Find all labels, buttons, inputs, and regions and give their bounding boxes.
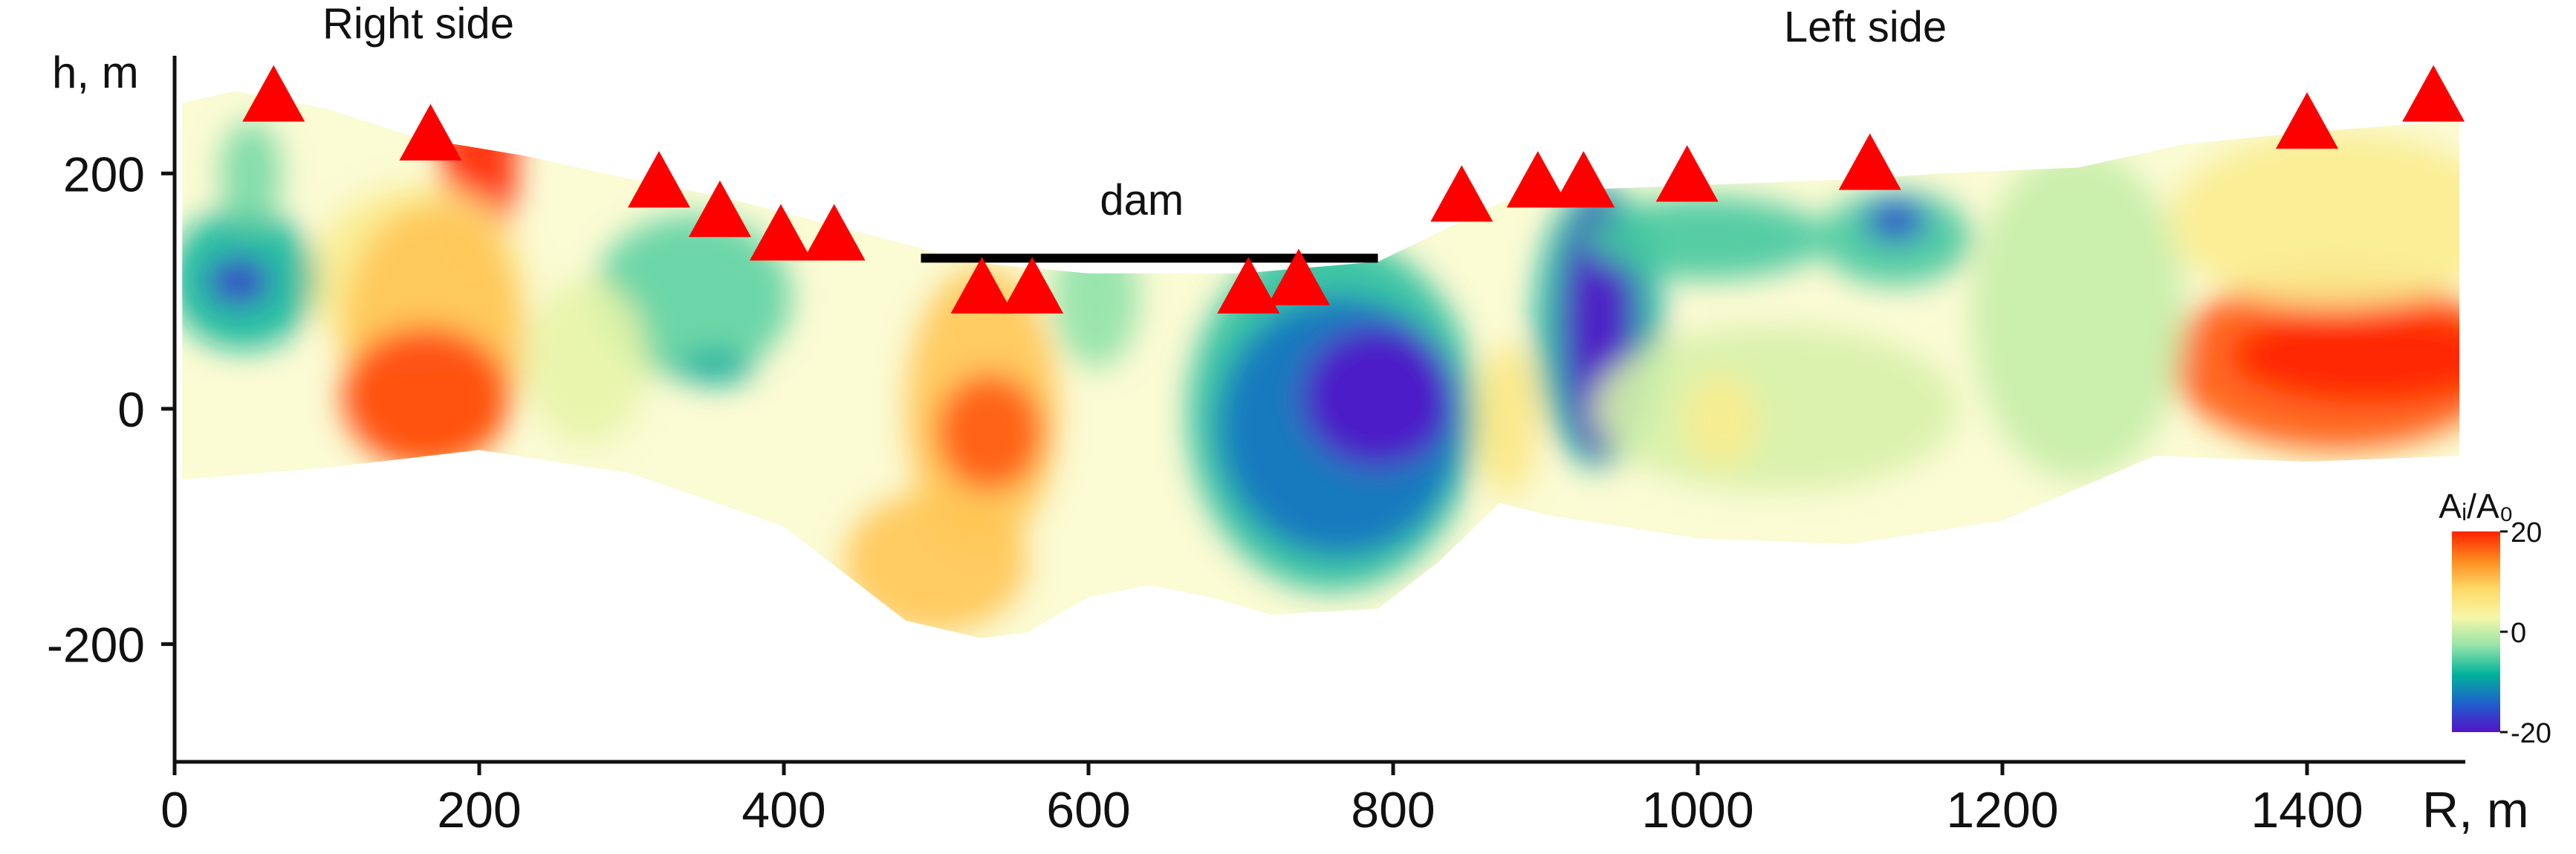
colorbar-tick-label: 20 <box>2511 517 2542 549</box>
anomaly-blob <box>1865 199 1927 242</box>
anomaly-blob <box>1682 373 1759 468</box>
station-marker <box>1430 165 1493 222</box>
station-marker <box>1552 151 1615 208</box>
colorbar-scale <box>2452 531 2500 732</box>
x-ticks: 0 200 400 600 800 1000 1200 1400 <box>160 762 2364 838</box>
x-tick-label: 1200 <box>1946 782 2058 838</box>
station-marker <box>688 180 751 237</box>
station-marker <box>242 65 305 122</box>
anomaly-blob <box>1302 326 1454 468</box>
x-tick-label: 1000 <box>1641 782 1753 838</box>
station-marker <box>1655 145 1719 202</box>
x-tick-label: 200 <box>437 782 521 838</box>
station-marker <box>950 256 1013 314</box>
station-marker <box>1267 248 1330 305</box>
x-tick-label: 1400 <box>2251 782 2363 838</box>
y-ticks: -200 0 200 <box>47 146 175 673</box>
y-tick-label: 200 <box>63 146 145 201</box>
station-marker <box>627 151 690 208</box>
anomaly-blob <box>936 373 1043 491</box>
y-tick-label: -200 <box>47 618 145 673</box>
colorbar: Aᵢ/A₀ 20 0 -20 <box>2439 487 2551 749</box>
station-marker <box>1217 256 1280 314</box>
anomaly-blob <box>2231 308 2459 404</box>
colorbar-ticks: 20 0 -20 <box>2500 517 2551 749</box>
anomaly-blob <box>677 351 753 384</box>
station-marker <box>2402 65 2465 122</box>
y-tick-label: 0 <box>117 382 145 437</box>
colorbar-tick-label: 0 <box>2511 618 2526 649</box>
station-marker <box>399 103 462 161</box>
annotation-label: Left side <box>1784 3 1947 51</box>
colorbar-label: Aᵢ/A₀ <box>2439 487 2513 525</box>
anomaly-blob <box>220 120 282 227</box>
anomaly-blob <box>1476 343 1538 497</box>
anomaly-blob <box>1053 226 1139 368</box>
station-marker <box>1001 256 1064 314</box>
y-axis-label: h, m <box>52 48 139 97</box>
x-tick-label: 600 <box>1046 782 1130 838</box>
anomaly-blob <box>342 326 510 468</box>
anomaly-blob <box>1591 326 1957 491</box>
annotation-label: dam <box>1100 176 1184 224</box>
plot-area <box>182 65 2465 638</box>
colorbar-tick-label: -20 <box>2511 718 2551 749</box>
x-tick-label: 400 <box>742 782 825 838</box>
anomaly-blob <box>208 258 270 305</box>
station-markers <box>242 65 2465 314</box>
anomaly-blob <box>1583 197 1828 279</box>
anomaly-blob <box>2170 132 2459 309</box>
anomaly-blob <box>845 491 1028 633</box>
station-marker <box>749 204 812 261</box>
x-tick-label: 800 <box>1351 782 1435 838</box>
anomaly-blob <box>525 279 647 444</box>
station-marker <box>1506 151 1569 208</box>
anomaly-blob <box>1972 149 2185 479</box>
x-tick-label: 0 <box>160 782 189 838</box>
annotations: Right side Left side dam <box>322 0 1947 224</box>
station-marker <box>1838 133 1901 190</box>
x-axis-label: R, m <box>2422 782 2529 838</box>
anomaly-layer <box>182 91 2459 633</box>
station-marker <box>802 204 866 261</box>
annotation-label: Right side <box>322 0 514 48</box>
station-marker <box>2276 92 2338 149</box>
